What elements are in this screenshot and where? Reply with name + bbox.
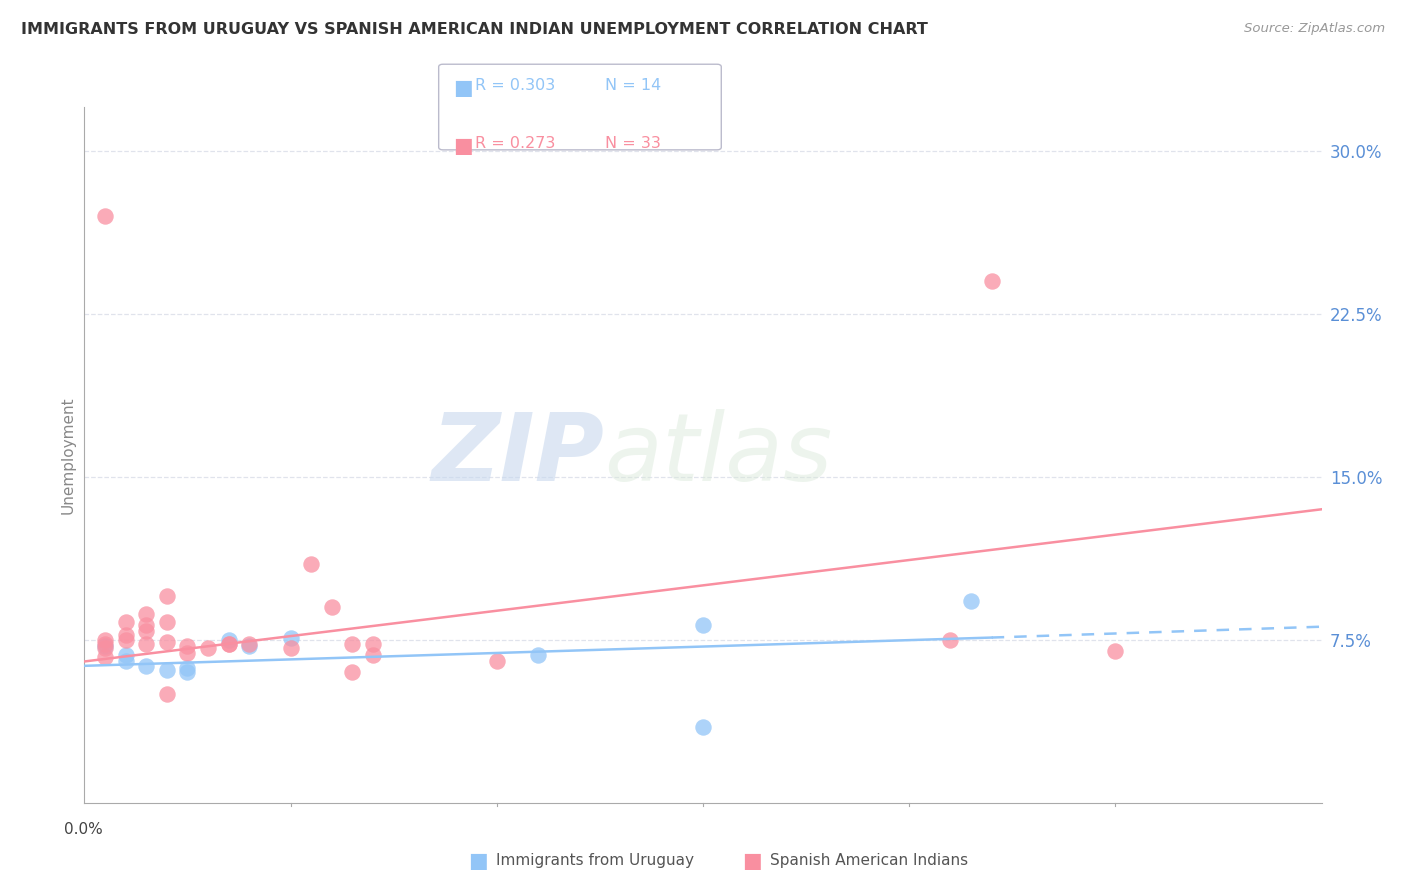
Point xyxy=(114,655,136,669)
Point xyxy=(980,274,1002,288)
Point xyxy=(94,639,117,653)
Text: atlas: atlas xyxy=(605,409,832,500)
Point xyxy=(114,628,136,642)
Point xyxy=(280,641,302,656)
Text: N = 33: N = 33 xyxy=(605,136,661,152)
Point xyxy=(94,632,117,647)
Point xyxy=(939,632,962,647)
Point xyxy=(280,631,302,645)
Text: Source: ZipAtlas.com: Source: ZipAtlas.com xyxy=(1244,22,1385,36)
Point xyxy=(299,557,322,571)
Text: ■: ■ xyxy=(468,851,488,871)
Point xyxy=(485,655,508,669)
Point xyxy=(135,607,157,621)
Text: ■: ■ xyxy=(453,136,472,156)
Text: ■: ■ xyxy=(742,851,762,871)
Point xyxy=(176,646,198,660)
Point xyxy=(527,648,550,662)
Text: N = 14: N = 14 xyxy=(605,78,661,94)
Point xyxy=(156,663,179,677)
Point xyxy=(197,641,219,656)
Point xyxy=(114,648,136,662)
Point xyxy=(156,687,179,701)
Point xyxy=(156,589,179,603)
Point xyxy=(156,615,179,630)
Text: Immigrants from Uruguay: Immigrants from Uruguay xyxy=(496,854,695,868)
Text: IMMIGRANTS FROM URUGUAY VS SPANISH AMERICAN INDIAN UNEMPLOYMENT CORRELATION CHAR: IMMIGRANTS FROM URUGUAY VS SPANISH AMERI… xyxy=(21,22,928,37)
Point xyxy=(135,617,157,632)
Point xyxy=(218,637,240,651)
Point xyxy=(238,639,260,653)
Point xyxy=(94,209,117,223)
Point xyxy=(321,600,343,615)
Point xyxy=(114,632,136,647)
Point xyxy=(342,637,364,651)
Point xyxy=(114,615,136,630)
Point xyxy=(361,637,384,651)
Point xyxy=(342,665,364,680)
Point xyxy=(94,641,117,656)
Point xyxy=(218,637,240,651)
Point xyxy=(238,637,260,651)
Text: Spanish American Indians: Spanish American Indians xyxy=(770,854,969,868)
Text: ■: ■ xyxy=(453,78,472,98)
Point xyxy=(960,593,983,607)
Point xyxy=(692,617,714,632)
Point xyxy=(361,648,384,662)
Text: ZIP: ZIP xyxy=(432,409,605,501)
Point xyxy=(135,637,157,651)
Point xyxy=(135,658,157,673)
Point xyxy=(1104,643,1126,657)
Point xyxy=(176,661,198,675)
Text: R = 0.273: R = 0.273 xyxy=(475,136,555,152)
Point xyxy=(692,720,714,734)
Text: R = 0.303: R = 0.303 xyxy=(475,78,555,94)
Y-axis label: Unemployment: Unemployment xyxy=(60,396,76,514)
Point xyxy=(94,637,117,651)
Point xyxy=(218,632,240,647)
Point xyxy=(176,665,198,680)
Point xyxy=(176,639,198,653)
Point xyxy=(94,650,117,665)
Point xyxy=(135,624,157,638)
Text: 0.0%: 0.0% xyxy=(63,822,103,838)
Point xyxy=(156,635,179,649)
